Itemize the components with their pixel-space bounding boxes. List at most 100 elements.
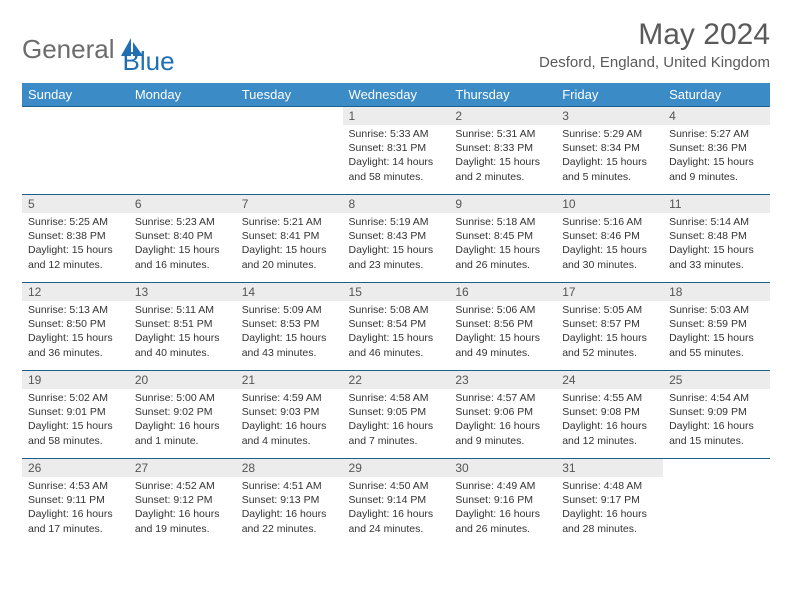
- calendar-cell: 8Sunrise: 5:19 AMSunset: 8:43 PMDaylight…: [343, 195, 450, 283]
- calendar-cell: 22Sunrise: 4:58 AMSunset: 9:05 PMDayligh…: [343, 371, 450, 459]
- day-header: Monday: [129, 83, 236, 107]
- day-number: 26: [22, 459, 129, 477]
- calendar-cell: 21Sunrise: 4:59 AMSunset: 9:03 PMDayligh…: [236, 371, 343, 459]
- calendar-cell: 30Sunrise: 4:49 AMSunset: 9:16 PMDayligh…: [449, 459, 556, 547]
- day-number: 17: [556, 283, 663, 301]
- day-detail: Sunrise: 5:23 AMSunset: 8:40 PMDaylight:…: [129, 213, 236, 276]
- day-detail: Sunrise: 4:50 AMSunset: 9:14 PMDaylight:…: [343, 477, 450, 540]
- day-header: Wednesday: [343, 83, 450, 107]
- day-number: 18: [663, 283, 770, 301]
- day-detail: Sunrise: 5:19 AMSunset: 8:43 PMDaylight:…: [343, 213, 450, 276]
- calendar-row: 19Sunrise: 5:02 AMSunset: 9:01 PMDayligh…: [22, 371, 770, 459]
- day-number: 19: [22, 371, 129, 389]
- day-number: 28: [236, 459, 343, 477]
- day-detail: Sunrise: 4:54 AMSunset: 9:09 PMDaylight:…: [663, 389, 770, 452]
- day-detail: Sunrise: 5:27 AMSunset: 8:36 PMDaylight:…: [663, 125, 770, 188]
- calendar-cell: 18Sunrise: 5:03 AMSunset: 8:59 PMDayligh…: [663, 283, 770, 371]
- calendar-row: 1Sunrise: 5:33 AMSunset: 8:31 PMDaylight…: [22, 107, 770, 195]
- day-detail: Sunrise: 4:59 AMSunset: 9:03 PMDaylight:…: [236, 389, 343, 452]
- day-number: 20: [129, 371, 236, 389]
- day-detail: Sunrise: 5:33 AMSunset: 8:31 PMDaylight:…: [343, 125, 450, 188]
- calendar-cell: 26Sunrise: 4:53 AMSunset: 9:11 PMDayligh…: [22, 459, 129, 547]
- calendar-cell: [236, 107, 343, 195]
- header: General Blue May 2024 Desford, England, …: [22, 18, 770, 77]
- day-detail: Sunrise: 5:02 AMSunset: 9:01 PMDaylight:…: [22, 389, 129, 452]
- calendar-table: Sunday Monday Tuesday Wednesday Thursday…: [22, 83, 770, 547]
- day-detail: Sunrise: 5:21 AMSunset: 8:41 PMDaylight:…: [236, 213, 343, 276]
- location-label: Desford, England, United Kingdom: [539, 54, 770, 71]
- calendar-cell: 4Sunrise: 5:27 AMSunset: 8:36 PMDaylight…: [663, 107, 770, 195]
- day-number: 31: [556, 459, 663, 477]
- calendar-cell: 12Sunrise: 5:13 AMSunset: 8:50 PMDayligh…: [22, 283, 129, 371]
- page-title: May 2024: [539, 18, 770, 52]
- calendar-cell: 10Sunrise: 5:16 AMSunset: 8:46 PMDayligh…: [556, 195, 663, 283]
- day-number: 24: [556, 371, 663, 389]
- day-header: Thursday: [449, 83, 556, 107]
- day-detail: Sunrise: 4:52 AMSunset: 9:12 PMDaylight:…: [129, 477, 236, 540]
- day-number: 5: [22, 195, 129, 213]
- day-detail: Sunrise: 5:31 AMSunset: 8:33 PMDaylight:…: [449, 125, 556, 188]
- calendar-cell: 2Sunrise: 5:31 AMSunset: 8:33 PMDaylight…: [449, 107, 556, 195]
- day-number: 23: [449, 371, 556, 389]
- day-number: 22: [343, 371, 450, 389]
- calendar-cell: 16Sunrise: 5:06 AMSunset: 8:56 PMDayligh…: [449, 283, 556, 371]
- calendar-cell: 1Sunrise: 5:33 AMSunset: 8:31 PMDaylight…: [343, 107, 450, 195]
- calendar-cell: [129, 107, 236, 195]
- calendar-cell: [663, 459, 770, 547]
- day-detail: Sunrise: 4:58 AMSunset: 9:05 PMDaylight:…: [343, 389, 450, 452]
- day-detail: Sunrise: 5:03 AMSunset: 8:59 PMDaylight:…: [663, 301, 770, 364]
- logo-text-blue: Blue: [123, 46, 175, 77]
- day-detail: Sunrise: 5:00 AMSunset: 9:02 PMDaylight:…: [129, 389, 236, 452]
- calendar-row: 5Sunrise: 5:25 AMSunset: 8:38 PMDaylight…: [22, 195, 770, 283]
- day-detail: Sunrise: 5:29 AMSunset: 8:34 PMDaylight:…: [556, 125, 663, 188]
- calendar-cell: 28Sunrise: 4:51 AMSunset: 9:13 PMDayligh…: [236, 459, 343, 547]
- day-detail: Sunrise: 5:05 AMSunset: 8:57 PMDaylight:…: [556, 301, 663, 364]
- day-number: 15: [343, 283, 450, 301]
- calendar-cell: 29Sunrise: 4:50 AMSunset: 9:14 PMDayligh…: [343, 459, 450, 547]
- day-header: Saturday: [663, 83, 770, 107]
- day-number: 9: [449, 195, 556, 213]
- calendar-cell: 11Sunrise: 5:14 AMSunset: 8:48 PMDayligh…: [663, 195, 770, 283]
- day-number: 8: [343, 195, 450, 213]
- day-number: 30: [449, 459, 556, 477]
- day-number: 3: [556, 107, 663, 125]
- day-detail: Sunrise: 4:51 AMSunset: 9:13 PMDaylight:…: [236, 477, 343, 540]
- calendar-cell: 24Sunrise: 4:55 AMSunset: 9:08 PMDayligh…: [556, 371, 663, 459]
- day-number: 1: [343, 107, 450, 125]
- calendar-cell: 13Sunrise: 5:11 AMSunset: 8:51 PMDayligh…: [129, 283, 236, 371]
- calendar-cell: 23Sunrise: 4:57 AMSunset: 9:06 PMDayligh…: [449, 371, 556, 459]
- day-number: 21: [236, 371, 343, 389]
- day-number: 12: [22, 283, 129, 301]
- day-number: 10: [556, 195, 663, 213]
- day-detail: Sunrise: 5:09 AMSunset: 8:53 PMDaylight:…: [236, 301, 343, 364]
- day-number: 2: [449, 107, 556, 125]
- calendar-cell: 3Sunrise: 5:29 AMSunset: 8:34 PMDaylight…: [556, 107, 663, 195]
- calendar-cell: 9Sunrise: 5:18 AMSunset: 8:45 PMDaylight…: [449, 195, 556, 283]
- calendar-cell: 31Sunrise: 4:48 AMSunset: 9:17 PMDayligh…: [556, 459, 663, 547]
- calendar-row: 26Sunrise: 4:53 AMSunset: 9:11 PMDayligh…: [22, 459, 770, 547]
- calendar-cell: [22, 107, 129, 195]
- day-number: 4: [663, 107, 770, 125]
- day-number: 6: [129, 195, 236, 213]
- day-header: Tuesday: [236, 83, 343, 107]
- calendar-cell: 15Sunrise: 5:08 AMSunset: 8:54 PMDayligh…: [343, 283, 450, 371]
- day-number: 27: [129, 459, 236, 477]
- day-detail: Sunrise: 5:08 AMSunset: 8:54 PMDaylight:…: [343, 301, 450, 364]
- day-number: 7: [236, 195, 343, 213]
- day-detail: Sunrise: 5:13 AMSunset: 8:50 PMDaylight:…: [22, 301, 129, 364]
- day-detail: Sunrise: 5:18 AMSunset: 8:45 PMDaylight:…: [449, 213, 556, 276]
- calendar-cell: 14Sunrise: 5:09 AMSunset: 8:53 PMDayligh…: [236, 283, 343, 371]
- day-detail: Sunrise: 4:53 AMSunset: 9:11 PMDaylight:…: [22, 477, 129, 540]
- logo-text-general: General: [22, 34, 115, 65]
- day-detail: Sunrise: 5:11 AMSunset: 8:51 PMDaylight:…: [129, 301, 236, 364]
- calendar-cell: 5Sunrise: 5:25 AMSunset: 8:38 PMDaylight…: [22, 195, 129, 283]
- title-block: May 2024 Desford, England, United Kingdo…: [539, 18, 770, 71]
- day-detail: Sunrise: 5:16 AMSunset: 8:46 PMDaylight:…: [556, 213, 663, 276]
- calendar-cell: 7Sunrise: 5:21 AMSunset: 8:41 PMDaylight…: [236, 195, 343, 283]
- day-detail: Sunrise: 4:57 AMSunset: 9:06 PMDaylight:…: [449, 389, 556, 452]
- day-detail: Sunrise: 4:48 AMSunset: 9:17 PMDaylight:…: [556, 477, 663, 540]
- day-number: 14: [236, 283, 343, 301]
- logo: General Blue: [22, 22, 175, 77]
- day-detail: Sunrise: 5:06 AMSunset: 8:56 PMDaylight:…: [449, 301, 556, 364]
- day-number: 29: [343, 459, 450, 477]
